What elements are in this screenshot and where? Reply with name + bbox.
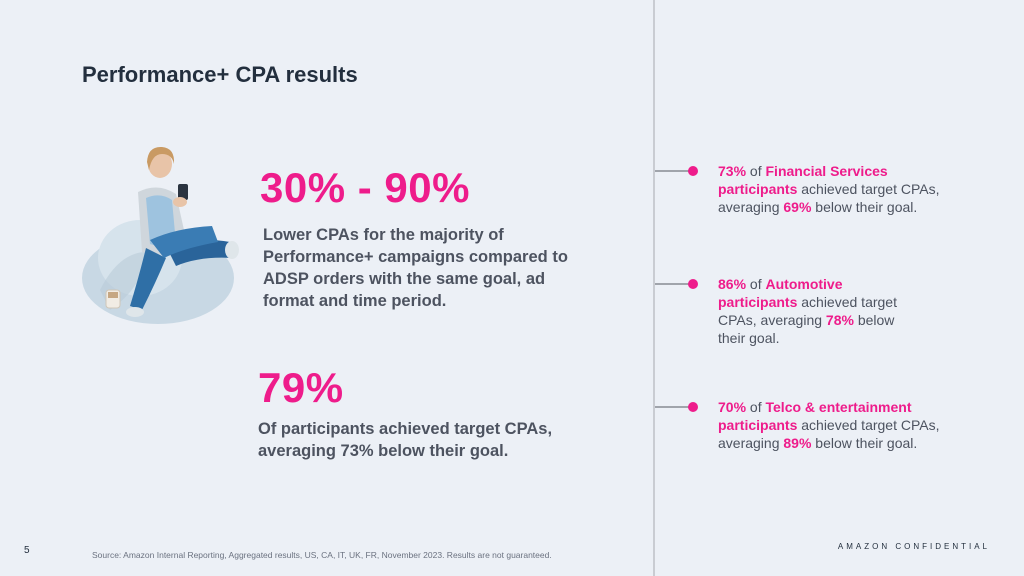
bullet-text-end: below their goal.	[811, 435, 918, 451]
source-note: Source: Amazon Internal Reporting, Aggre…	[92, 550, 552, 560]
bullet-below-pct: 69%	[783, 199, 812, 215]
bullet-below-pct: 78%	[825, 312, 854, 328]
stat-cpa-range: 30% - 90%	[260, 164, 470, 211]
confidential-label: AMAZON CONFIDENTIAL	[837, 542, 990, 551]
bullet-dot-icon	[688, 166, 698, 176]
bullet-text-end: below their goal.	[718, 312, 895, 346]
stat-participants-description: Of participants achieved target CPAs, av…	[258, 420, 553, 460]
bullet-segment: Financial Services participants	[718, 163, 888, 197]
stat-cpa-range-description: Lower CPAs for the majority of Performan…	[263, 226, 568, 310]
bullet-pct: 73%	[718, 163, 747, 179]
bullet-dot-icon	[688, 402, 698, 412]
page-number: 5	[24, 545, 30, 556]
bullet-financial-services: 73% of Financial Services participants a…	[718, 162, 968, 216]
bullet-text-of: of	[746, 163, 766, 179]
bullet-telco-entertainment: 70% of Telco & entertainment participant…	[718, 398, 968, 452]
bullet-text-of: of	[746, 276, 766, 292]
vertical-divider	[653, 0, 655, 576]
stat-participants: 79%	[258, 364, 344, 411]
bullet-text-mid: achieved target CPAs, averaging	[718, 181, 940, 215]
person-on-beanbag-icon	[80, 140, 250, 330]
page-title: Performance+ CPA results	[82, 62, 358, 87]
bullet-segment: Automotive participants	[718, 276, 843, 310]
bullet-dot-icon	[688, 279, 698, 289]
bullet-pct: 70%	[718, 399, 747, 415]
bullet-text-mid: achieved target CPAs, averaging	[718, 294, 897, 328]
bullet-text-of: of	[746, 399, 766, 415]
bullet-text-end: below their goal.	[811, 199, 918, 215]
bullet-segment: Telco & entertainment participants	[718, 399, 912, 433]
bullet-pct: 86%	[718, 276, 747, 292]
bullet-text-mid: achieved target CPAs, averaging	[718, 417, 940, 451]
bullet-below-pct: 89%	[783, 435, 812, 451]
bullet-automotive: 86% of Automotive participants achieved …	[718, 275, 918, 347]
